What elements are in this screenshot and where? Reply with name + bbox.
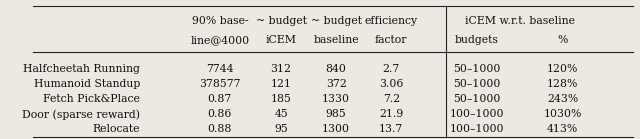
- Text: 95: 95: [274, 124, 288, 134]
- Text: baseline: baseline: [314, 35, 359, 45]
- Text: Fetch Pick&Place: Fetch Pick&Place: [44, 94, 140, 104]
- Text: 312: 312: [271, 64, 292, 74]
- Text: 0.88: 0.88: [207, 124, 232, 134]
- Text: 21.9: 21.9: [379, 109, 403, 119]
- Text: 0.87: 0.87: [208, 94, 232, 104]
- Text: 50–1000: 50–1000: [453, 79, 500, 89]
- Text: Door (sparse reward): Door (sparse reward): [22, 109, 140, 120]
- Text: 3.06: 3.06: [379, 79, 403, 89]
- Text: factor: factor: [375, 35, 408, 45]
- Text: 7744: 7744: [206, 64, 234, 74]
- Text: Relocate: Relocate: [93, 124, 140, 134]
- Text: 1330: 1330: [322, 94, 350, 104]
- Text: 0.86: 0.86: [207, 109, 232, 119]
- Text: 45: 45: [274, 109, 288, 119]
- Text: 1300: 1300: [322, 124, 350, 134]
- Text: ~ budget: ~ budget: [255, 16, 307, 26]
- Text: budgets: budgets: [455, 35, 499, 45]
- Text: 13.7: 13.7: [379, 124, 403, 134]
- Text: 50–1000: 50–1000: [453, 94, 500, 104]
- Text: 100–1000: 100–1000: [450, 124, 504, 134]
- Text: iCEM w.r.t. baseline: iCEM w.r.t. baseline: [465, 16, 575, 26]
- Text: 185: 185: [271, 94, 291, 104]
- Text: 121: 121: [271, 79, 292, 89]
- Text: 1030%: 1030%: [543, 109, 582, 119]
- Text: ~ budget: ~ budget: [310, 16, 362, 26]
- Text: 100–1000: 100–1000: [450, 109, 504, 119]
- Text: iCEM: iCEM: [266, 35, 296, 45]
- Text: 413%: 413%: [547, 124, 579, 134]
- Text: 243%: 243%: [547, 94, 579, 104]
- Text: line@4000: line@4000: [190, 35, 250, 45]
- Text: 372: 372: [326, 79, 347, 89]
- Text: 128%: 128%: [547, 79, 579, 89]
- Text: 840: 840: [326, 64, 347, 74]
- Text: efficiency: efficiency: [365, 16, 418, 26]
- Text: 2.7: 2.7: [383, 64, 400, 74]
- Text: 120%: 120%: [547, 64, 579, 74]
- Text: Halfcheetah Running: Halfcheetah Running: [23, 64, 140, 74]
- Text: %: %: [557, 35, 568, 45]
- Text: Humanoid Standup: Humanoid Standup: [34, 79, 140, 89]
- Text: 7.2: 7.2: [383, 94, 400, 104]
- Text: 50–1000: 50–1000: [453, 64, 500, 74]
- Text: 985: 985: [326, 109, 346, 119]
- Text: 90% base-: 90% base-: [191, 16, 248, 26]
- Text: 378577: 378577: [199, 79, 241, 89]
